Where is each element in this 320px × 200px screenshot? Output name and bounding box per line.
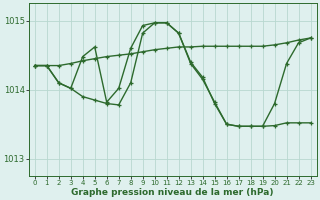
X-axis label: Graphe pression niveau de la mer (hPa): Graphe pression niveau de la mer (hPa) <box>71 188 274 197</box>
